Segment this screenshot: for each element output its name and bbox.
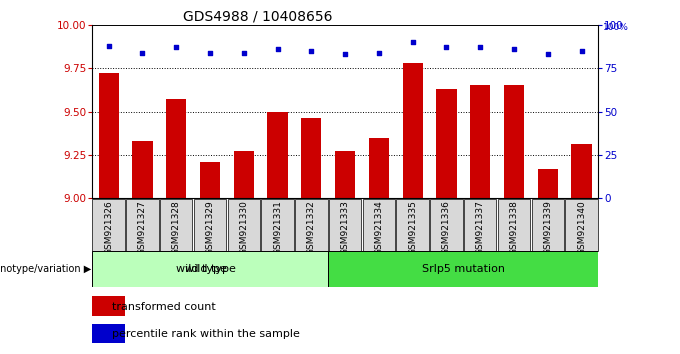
Text: GSM921339: GSM921339 [543,200,552,255]
FancyBboxPatch shape [261,199,294,251]
FancyBboxPatch shape [228,199,260,251]
Text: GSM921327: GSM921327 [138,200,147,255]
FancyBboxPatch shape [92,199,125,251]
FancyBboxPatch shape [362,199,395,251]
Point [475,45,486,50]
Text: transformed count: transformed count [112,302,216,312]
Point [272,46,283,52]
Bar [166,99,186,198]
Point [373,50,384,55]
FancyBboxPatch shape [160,199,192,251]
Bar [571,144,592,198]
Bar [133,141,152,198]
Bar [504,85,524,198]
Text: genotype/variation ▶: genotype/variation ▶ [0,264,91,274]
FancyBboxPatch shape [328,251,598,287]
Point [306,48,317,53]
Bar [437,89,456,198]
FancyBboxPatch shape [329,199,361,251]
Text: wild type: wild type [184,264,235,274]
Text: wild type: wild type [176,264,227,274]
Text: GSM921332: GSM921332 [307,200,316,255]
Bar [234,152,254,198]
Bar [538,169,558,198]
Text: GSM921333: GSM921333 [341,200,350,255]
Text: percentile rank within the sample: percentile rank within the sample [112,329,300,339]
Point [407,39,418,45]
FancyBboxPatch shape [532,199,564,251]
Text: GSM921334: GSM921334 [375,200,384,255]
Text: GSM921337: GSM921337 [476,200,485,255]
Text: GSM921331: GSM921331 [273,200,282,255]
Point [239,50,250,55]
FancyBboxPatch shape [498,199,530,251]
Bar [99,73,119,198]
Bar [403,63,423,198]
Bar [92,296,125,315]
FancyBboxPatch shape [430,199,462,251]
Text: GSM921335: GSM921335 [408,200,417,255]
Bar [301,119,322,198]
Point [103,43,114,48]
Point [543,51,554,57]
Text: 100%: 100% [602,23,628,33]
Text: GSM921338: GSM921338 [509,200,518,255]
FancyBboxPatch shape [565,199,598,251]
Text: GSM921336: GSM921336 [442,200,451,255]
Point [509,46,520,52]
Point [340,51,351,57]
Bar [369,138,389,198]
Text: GSM921329: GSM921329 [205,200,214,255]
Text: GSM921330: GSM921330 [239,200,248,255]
Point [137,50,148,55]
Bar [470,85,490,198]
FancyBboxPatch shape [92,251,328,287]
Point [205,50,216,55]
FancyBboxPatch shape [295,199,328,251]
Text: Srlp5 mutation: Srlp5 mutation [422,264,505,274]
Text: GSM921328: GSM921328 [172,200,181,255]
FancyBboxPatch shape [464,199,496,251]
Bar [200,162,220,198]
Text: GSM921326: GSM921326 [104,200,113,255]
Bar [267,112,288,198]
Text: GDS4988 / 10408656: GDS4988 / 10408656 [183,10,333,24]
Point [576,48,587,53]
FancyBboxPatch shape [126,199,158,251]
Bar [92,324,125,343]
FancyBboxPatch shape [194,199,226,251]
Bar [335,152,355,198]
Text: GSM921340: GSM921340 [577,200,586,255]
FancyBboxPatch shape [396,199,429,251]
Point [171,45,182,50]
Point [441,45,452,50]
